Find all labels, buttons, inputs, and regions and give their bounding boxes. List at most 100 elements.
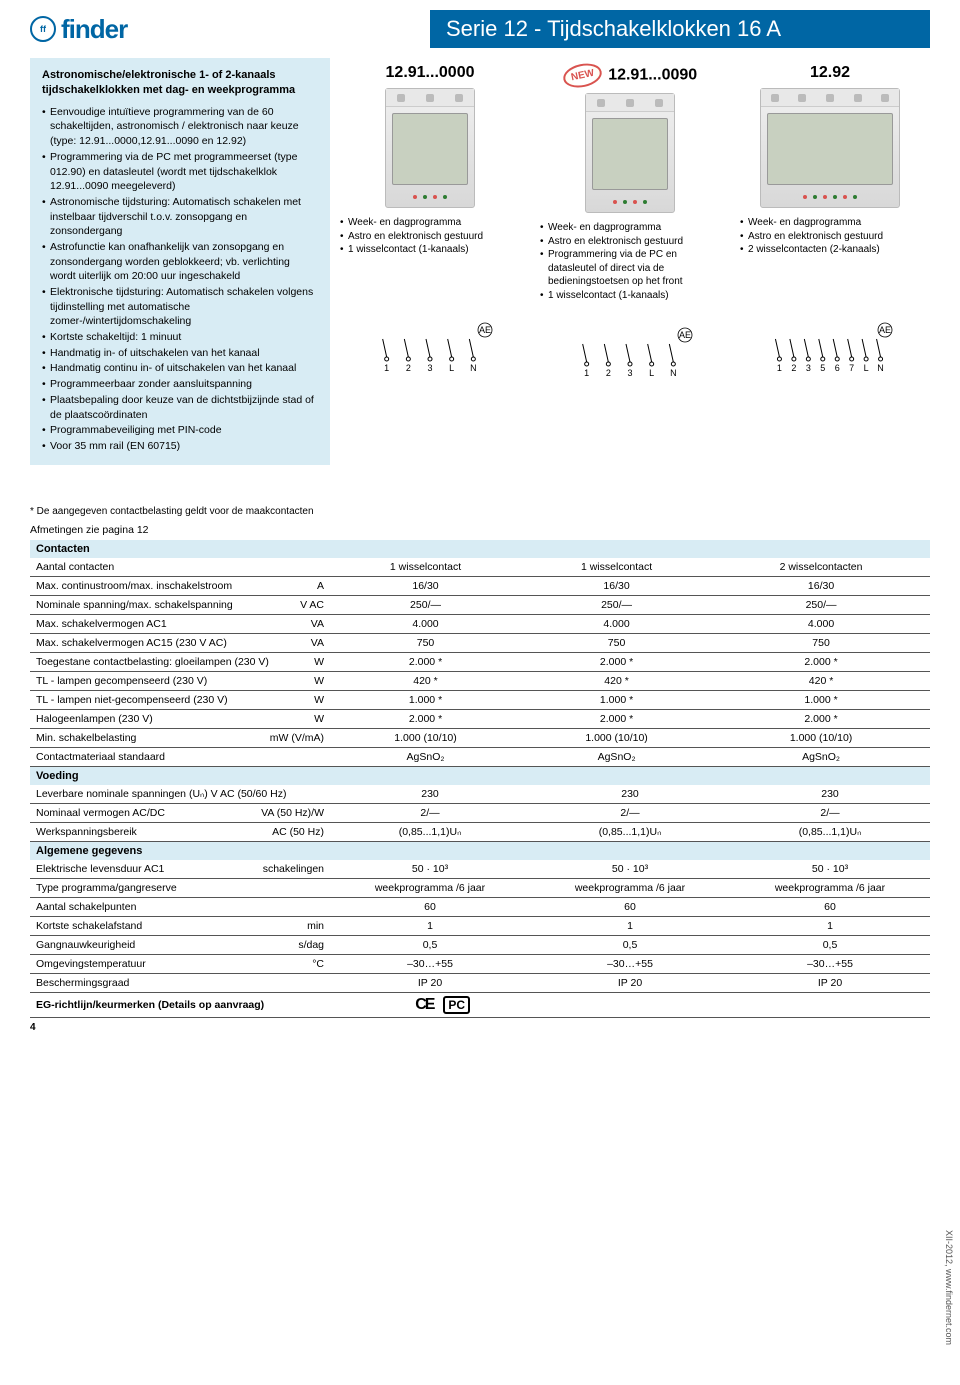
intro-bullet: Eenvoudige intuïtieve programmering van … <box>42 105 318 149</box>
spec-label: Max. schakelvermogen AC1VA <box>30 614 330 633</box>
spec-label: Elektrische levensduur AC1schakelingen <box>30 860 330 879</box>
spec-value: IP 20 <box>730 973 930 992</box>
product-header: 12.91...0000 <box>340 64 520 82</box>
spec-value: 750 <box>521 633 712 652</box>
feature-list: Week- en dagprogrammaAstro en elektronis… <box>740 216 920 311</box>
spec-value: –30…+55 <box>530 954 730 973</box>
spec-label: Kortste schakelafstandmin <box>30 916 330 935</box>
feature-item: Astro en elektronisch gestuurd <box>740 230 920 244</box>
product-code: 12.91...0000 <box>386 64 475 81</box>
feature-item: Week- en dagprogramma <box>740 216 920 230</box>
spec-value: –30…+55 <box>730 954 930 973</box>
side-publication-info: XII-2012, www.findernet.com <box>944 1230 954 1345</box>
spec-value: 250/— <box>521 595 712 614</box>
spec-value: 50 · 10³ <box>530 860 730 879</box>
spec-row: WerkspanningsbereikAC (50 Hz) (0,85...1,1… <box>30 822 930 841</box>
svg-text:3: 3 <box>627 368 632 378</box>
svg-text:N: N <box>470 363 477 373</box>
spec-value: 4.000 <box>712 614 930 633</box>
device-image <box>385 88 475 208</box>
spec-value: (0,85...1,1)Uₙ <box>530 822 730 841</box>
feature-item: Astro en elektronisch gestuurd <box>340 230 520 244</box>
wiring-schematic: AE123LN <box>340 321 520 376</box>
page-number: 4 <box>30 1022 36 1033</box>
spec-label: Toegestane contactbelasting: gloeilampen… <box>30 652 330 671</box>
intro-bullet: Voor 35 mm rail (EN 60715) <box>42 439 318 454</box>
eg-row: EG-richtlijn/keurmerken (Details op aanv… <box>30 993 930 1018</box>
svg-text:N: N <box>877 363 884 373</box>
feature-list: Week- en dagprogrammaAstro en elektronis… <box>340 216 520 311</box>
spec-row: Halogeenlampen (230 V)W2.000 *2.000 *2.0… <box>30 709 930 728</box>
spec-value: 1.000 * <box>521 690 712 709</box>
spec-value: 1.000 (10/10) <box>521 728 712 747</box>
spec-row: Type programma/gangreserveweekprogramma … <box>30 878 930 897</box>
spec-label: TL - lampen niet-gecompenseerd (230 V)W <box>30 690 330 709</box>
product-col-0: 12.91...0000 Week- en dagprogrammaAstro … <box>330 58 530 465</box>
spec-label: Gangnauwkeurigheids/dag <box>30 935 330 954</box>
spec-value: 0,5 <box>330 935 530 954</box>
feature-item: 2 wisselcontacten (2-kanaals) <box>740 243 920 257</box>
intro-bullet: Astronomische tijdsturing: Automatisch s… <box>42 195 318 239</box>
spec-table: Elektrische levensduur AC1schakelingen50… <box>30 860 930 993</box>
intro-bullet: Astrofunctie kan onafhankelijk van zonso… <box>42 240 318 284</box>
spec-row: Aantal schakelpunten606060 <box>30 897 930 916</box>
spec-row: Elektrische levensduur AC1schakelingen50… <box>30 860 930 879</box>
spec-value: 60 <box>730 897 930 916</box>
spec-value: 2.000 * <box>521 652 712 671</box>
spec-label: WerkspanningsbereikAC (50 Hz) <box>30 822 330 841</box>
spec-value: IP 20 <box>330 973 530 992</box>
spec-row: Leverbare nominale spanningen (Uₙ) V AC … <box>30 785 930 804</box>
spec-value: AgSnO₂ <box>712 747 930 766</box>
feature-item: Astro en elektronisch gestuurd <box>540 235 720 249</box>
svg-text:1: 1 <box>384 363 389 373</box>
spec-value: 2.000 * <box>330 652 521 671</box>
intro-bullet: Handmatig in- of uitschakelen van het ka… <box>42 346 318 361</box>
spec-value: 50 · 10³ <box>730 860 930 879</box>
spec-value: 420 * <box>521 671 712 690</box>
svg-text:7: 7 <box>849 363 854 373</box>
svg-text:AE: AE <box>879 325 891 335</box>
dimensions-note: Afmetingen zie pagina 12 <box>30 524 930 536</box>
product-col-2: 12.92 Week- en dagprogrammaAstro en elek… <box>730 58 930 465</box>
spec-label: Max. continustroom/max. inschakelstroomA <box>30 576 330 595</box>
spec-value: AgSnO₂ <box>521 747 712 766</box>
spec-row: Omgevingstemperatuur°C–30…+55–30…+55–30…… <box>30 954 930 973</box>
spec-value: 2.000 * <box>712 652 930 671</box>
intro-bullet: Programmering via de PC met programmeers… <box>42 150 318 194</box>
spec-row: Max. schakelvermogen AC1VA4.0004.0004.00… <box>30 614 930 633</box>
svg-text:AE: AE <box>679 330 691 340</box>
product-code: 12.91...0090 <box>608 67 697 84</box>
spec-row: BeschermingsgraadIP 20IP 20IP 20 <box>30 973 930 992</box>
spec-value: 1.000 * <box>712 690 930 709</box>
spec-value: 1.000 (10/10) <box>712 728 930 747</box>
spec-table-container: ContactenAantal contacten1 wisselcontact… <box>30 540 930 993</box>
svg-text:2: 2 <box>606 368 611 378</box>
logo-text: finder <box>61 14 127 45</box>
spec-value: 2.000 * <box>712 709 930 728</box>
spec-value: 50 · 10³ <box>330 860 530 879</box>
svg-text:3: 3 <box>427 363 432 373</box>
spec-value: 420 * <box>712 671 930 690</box>
spec-value: 250/— <box>712 595 930 614</box>
intro-bullet: Kortste schakeltijd: 1 minuut <box>42 330 318 345</box>
eg-label: EG-richtlijn/keurmerken (Details op aanv… <box>30 993 330 1018</box>
spec-row: Toegestane contactbelasting: gloeilampen… <box>30 652 930 671</box>
spec-value: 250/— <box>330 595 521 614</box>
spec-value: 230 <box>730 785 930 804</box>
spec-row: Nominale spanning/max. schakelspanningV … <box>30 595 930 614</box>
spec-label: Max. schakelvermogen AC15 (230 V AC)VA <box>30 633 330 652</box>
spec-value: 0,5 <box>530 935 730 954</box>
footnote: * De aangegeven contactbelasting geldt v… <box>30 505 930 518</box>
page-title: Serie 12 - Tijdschakelklokken 16 A <box>430 10 930 48</box>
intro-bullet: Programmabeveiliging met PIN-code <box>42 423 318 438</box>
spec-value: 2 wisselcontacten <box>712 558 930 577</box>
svg-text:5: 5 <box>820 363 825 373</box>
intro-bullet: Programmeerbaar zonder aansluitspanning <box>42 377 318 392</box>
spec-value: 230 <box>530 785 730 804</box>
spec-table: Leverbare nominale spanningen (Uₙ) V AC … <box>30 785 930 842</box>
spec-value: 750 <box>712 633 930 652</box>
spec-value: 2/— <box>330 803 530 822</box>
spec-value: 1.000 (10/10) <box>330 728 521 747</box>
spec-row: Min. schakelbelastingmW (V/mA)1.000 (10/… <box>30 728 930 747</box>
spec-value: 230 <box>330 785 530 804</box>
